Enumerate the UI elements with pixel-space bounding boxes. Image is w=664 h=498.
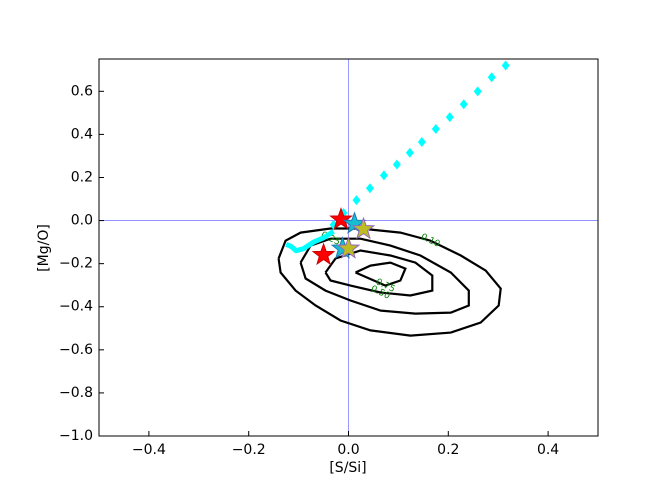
star-marker [329,207,353,230]
y-axis-label: [Mg/O] [36,224,52,272]
y-tick-label: 0.0 [71,213,93,229]
x-tick-label: 0.2 [437,442,459,458]
diamond-marker [473,86,482,97]
star-marker [351,216,376,240]
y-tick-label: −0.6 [59,342,93,358]
x-axis-label: [S/Si] [329,460,366,476]
y-tick-label: 0.6 [71,83,93,99]
diamond-marker [501,60,510,71]
diamond-marker [459,99,468,110]
diamond-marker [431,124,440,135]
y-tick-label: −0.8 [59,385,93,401]
contour-line [355,261,407,287]
diamond-marker [392,159,401,170]
contour-line [324,249,434,297]
diamond-marker [417,136,426,147]
x-tick-label: −0.2 [232,442,266,458]
y-tick-label: 0.4 [71,126,93,142]
y-tick-label: −1.0 [59,428,93,444]
track-line [285,229,335,254]
contour-line [299,237,470,315]
x-tick-label: −0.4 [132,442,166,458]
plot-frame [98,58,599,437]
diamond-marker [352,195,361,206]
diamond-marker [405,147,414,158]
diamond-marker [365,183,374,194]
diamond-marker [379,170,388,181]
y-tick-label: −0.4 [59,299,93,315]
star-marker [336,236,361,259]
y-tick-label: −0.2 [59,256,93,272]
diamond-marker [445,112,454,123]
x-tick-label: 0.0 [337,442,359,458]
diamond-marker [487,72,496,83]
x-tick-label: 0.4 [537,442,559,458]
y-tick-label: 0.2 [71,169,93,185]
contour-line [277,227,502,337]
star-marker [311,242,336,266]
